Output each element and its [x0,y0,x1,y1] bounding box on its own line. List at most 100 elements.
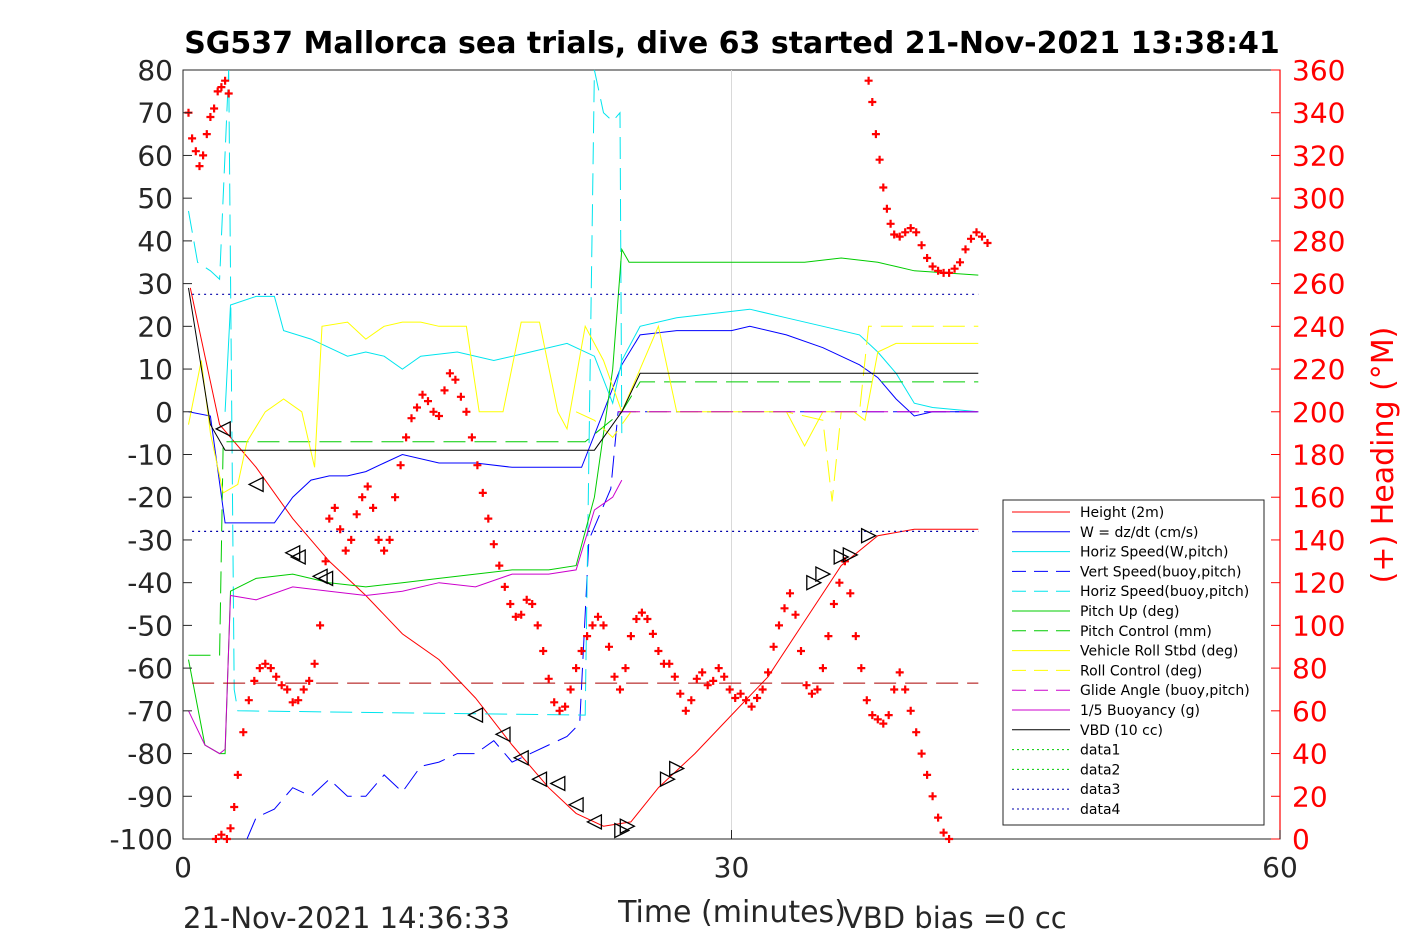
heading-point [255,664,264,673]
y-tick-label: 40 [137,225,173,258]
series-line-10 [188,479,623,755]
legend-label: Glide Angle (buoy,pitch) [1080,683,1250,699]
y-right-tick-label: 240 [1292,310,1345,343]
heading-point [862,696,871,705]
heading-point [188,134,197,143]
series-line-3 [246,411,979,840]
series-line-2 [224,295,979,413]
heading-point [665,659,674,668]
heading-point [807,689,816,698]
heading-point [224,89,233,98]
heading-point [380,546,389,555]
triangle-marker [289,548,306,566]
y-tick-label: 70 [137,97,173,130]
heading-point [233,770,242,779]
heading-point [886,219,895,228]
heading-point [391,493,400,502]
legend-box [1002,499,1265,826]
heading-point [583,632,592,641]
heading-point [210,104,219,113]
heading-point [742,696,751,705]
heading-point [681,706,690,715]
y-tick-label: -60 [127,652,173,685]
heading-point [478,488,487,497]
series-line-4 [188,69,623,716]
heading-point [226,824,235,833]
heading-point [747,702,756,711]
heading-point [917,749,926,758]
heading-point [456,392,465,401]
heading-point [213,87,222,96]
heading-point [923,770,932,779]
heading-point [221,76,230,85]
heading-point [418,390,427,399]
heading-point [316,621,325,630]
heading-point [599,621,608,630]
triangle-marker [815,566,832,583]
heading-point [588,621,597,630]
marker-layer [214,420,878,839]
heading-point [577,647,586,655]
heading-point [786,589,794,598]
heading-point [731,694,740,702]
heading-point [566,685,575,694]
y-tick-label: 80 [137,54,173,87]
heading-point [961,245,970,254]
legend-label: 1/5 Buoyancy (g) [1080,703,1200,719]
heading-point [864,76,873,85]
y-tick-label: -70 [127,695,173,728]
heading-point [451,375,460,384]
y-tick-label: -90 [127,780,173,813]
y-right-tick-label: 260 [1292,268,1345,301]
legend-label: Pitch Up (deg) [1080,604,1179,620]
heading-point [917,241,926,250]
heading-point [435,412,443,420]
heading-point [775,621,783,630]
heading-point [813,685,822,694]
heading-point [769,642,778,651]
y-tick-label: -100 [109,823,173,856]
y-tick-label: 30 [137,268,173,301]
heading-point [780,604,789,613]
heading-point [484,514,493,523]
series-line-7 [188,321,979,494]
heading-point [385,535,394,544]
heading-point [956,258,964,267]
heading-point [934,813,943,822]
heading-point [369,503,378,512]
y-tick-label: -10 [127,439,173,472]
heading-point [945,268,954,277]
series-line-6 [188,381,979,656]
triangle-marker [214,420,231,437]
heading-point [550,698,559,707]
y-right-tick-label: 0 [1292,823,1310,856]
heading-point [764,668,773,677]
heading-point [818,664,827,673]
heading-point [857,664,866,673]
series-line-11 [188,287,979,451]
y-tick-label: 10 [137,353,173,386]
triangle-marker [842,546,859,563]
heading-point [544,674,553,683]
series-line-1 [188,325,979,524]
y-tick-label: 50 [137,182,173,215]
footer-date: 21-Nov-2021 14:36:33 [183,901,510,935]
series-line-5 [188,247,979,755]
heading-point [199,151,208,160]
y-right-tick-label: 200 [1292,396,1345,429]
heading-point [533,621,542,630]
heading-point [330,503,339,512]
heading-point [802,681,811,690]
legend-label: data4 [1080,802,1121,818]
heading-point [703,681,712,690]
x-tick-label: 60 [1262,851,1298,884]
y-tick-label: -30 [127,524,173,557]
triangle-marker [659,771,676,788]
triangle-marker [531,771,548,788]
right-axis: 3603403203002802602402202001801601401201… [1271,54,1345,856]
heading-point [692,674,701,683]
heading-point [341,546,350,555]
heading-point [222,835,231,843]
heading-point [462,407,471,416]
legend-label: Horiz Speed(W,pitch) [1080,545,1228,561]
